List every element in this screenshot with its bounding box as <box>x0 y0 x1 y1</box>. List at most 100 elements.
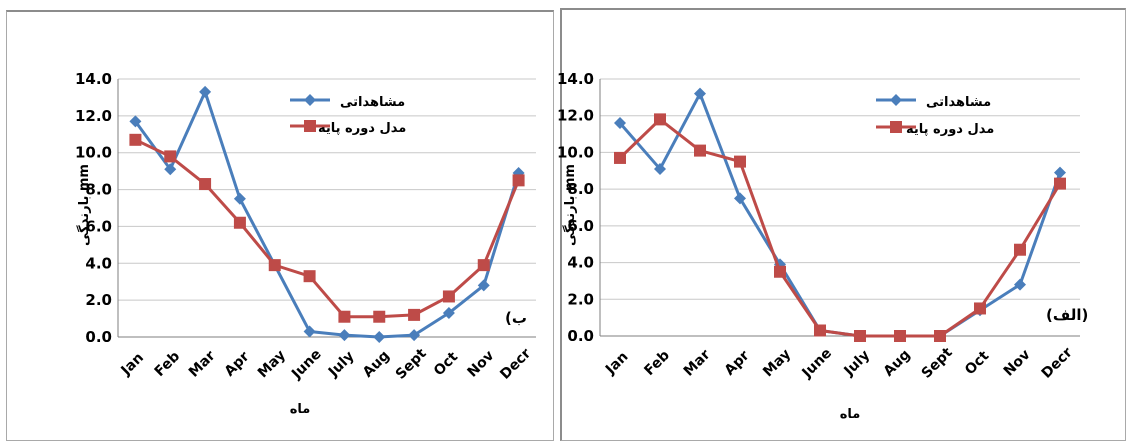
y-axis-label: بارندگی mm <box>76 164 92 246</box>
data-point-model <box>164 150 177 163</box>
data-point-model <box>303 270 316 283</box>
y-tick-label: 6.0 <box>85 217 112 235</box>
x-tick-label: Aug <box>881 347 914 380</box>
legend-marker-observed <box>890 94 902 106</box>
x-tick-label: June <box>288 346 325 383</box>
x-tick-label: Nov <box>464 348 497 381</box>
data-point-model <box>512 174 525 187</box>
y-tick-label: 2.0 <box>85 291 112 309</box>
data-point-model <box>442 290 455 303</box>
x-tick-label: Jan <box>602 349 631 378</box>
x-tick-label: Apr <box>222 349 253 380</box>
data-point-model <box>934 330 946 342</box>
y-tick-label: 14.0 <box>75 70 112 88</box>
data-point-model <box>1014 243 1026 256</box>
x-tick-label: Mar <box>186 348 219 381</box>
y-tick-label: 0.0 <box>567 327 594 345</box>
data-point-observed <box>614 117 626 130</box>
panel-label: (الف) <box>1046 306 1088 324</box>
x-tick-label: Mar <box>681 347 714 380</box>
x-axis-label: ماه <box>290 402 311 417</box>
data-point-model <box>233 216 246 229</box>
y-tick-label: 14.0 <box>557 70 594 88</box>
data-point-observed <box>734 192 746 205</box>
data-point-model <box>814 324 826 337</box>
y-tick-label: 4.0 <box>85 254 112 272</box>
y-tick-label: 8.0 <box>567 180 594 198</box>
y-tick-label: 2.0 <box>567 290 594 308</box>
chart-frame <box>6 10 554 441</box>
data-point-model <box>614 151 626 164</box>
data-point-model <box>408 308 421 321</box>
legend-observed-label: مشاهداتی <box>340 95 405 110</box>
data-point-model <box>734 155 746 168</box>
series-line-model <box>618 117 1062 338</box>
legend-marker-model <box>890 121 902 133</box>
y-tick-label: 12.0 <box>557 107 594 125</box>
data-point-model <box>373 310 386 323</box>
data-point-observed <box>233 192 246 205</box>
chart-panel-b: 0.0 2.0 4.0 6.0 8.0 10.0 12.0 14.0 Jan Feb Mar Apr M… <box>0 0 556 441</box>
data-point-model <box>774 265 786 278</box>
y-tick-label: 8.0 <box>85 181 112 199</box>
data-point-model <box>1054 177 1066 190</box>
data-point-model <box>654 113 666 126</box>
panel-label: (ب <box>505 309 527 327</box>
data-point-observed <box>164 163 177 176</box>
plot-area: 0.0 2.0 4.0 6.0 8.0 10.0 12.0 14.0 Jan Feb Mar Apr M… <box>75 70 536 383</box>
x-tick-label: Aug <box>360 348 393 381</box>
data-point-observed <box>477 279 490 292</box>
x-tick-label: Jan <box>118 350 147 379</box>
data-point-observed <box>199 85 212 98</box>
x-tick-label: July <box>325 348 358 381</box>
x-tick-label: July <box>841 347 874 380</box>
x-tick-label: May <box>760 346 794 380</box>
data-point-model <box>974 302 986 315</box>
data-point-model <box>199 178 212 191</box>
x-tick-label: Apr <box>722 348 753 379</box>
legend-observed-label: مشاهداتی <box>926 95 991 110</box>
legend-model-label: مدل دوره پایه <box>906 122 994 137</box>
data-point-observed <box>654 162 666 175</box>
x-tick-label: Oct <box>431 349 462 380</box>
chart-panel-a: 0.0 2.0 4.0 6.0 8.0 10.0 12.0 14.0 Jan Feb Mar Apr M… <box>557 0 1126 441</box>
data-point-observed <box>303 325 316 338</box>
data-point-observed <box>338 329 351 342</box>
y-tick-label: 10.0 <box>75 144 112 162</box>
legend-marker-model <box>304 120 316 132</box>
data-point-model <box>854 330 866 342</box>
x-tick-label: Decr <box>1039 345 1076 382</box>
data-point-model <box>268 259 281 272</box>
y-tick-label: 6.0 <box>567 217 594 235</box>
data-point-model <box>129 133 142 146</box>
data-point-model <box>338 310 351 323</box>
y-tick-label: 10.0 <box>557 143 594 161</box>
x-tick-label: May <box>255 347 289 381</box>
chart-frame <box>560 8 1126 441</box>
data-point-observed <box>373 331 386 343</box>
legend-marker-observed <box>304 94 316 106</box>
line-chart-a: 0.0 2.0 4.0 6.0 8.0 10.0 12.0 14.0 Jan Feb Mar Apr M… <box>557 70 1088 422</box>
data-point-model <box>477 259 490 272</box>
data-point-observed <box>129 115 142 128</box>
y-axis-label: بارندگی mm <box>562 164 578 246</box>
data-point-observed <box>442 307 455 320</box>
legend-model-label: مدل دوره پایه <box>318 121 406 136</box>
y-tick-label: 0.0 <box>85 328 112 346</box>
data-point-observed <box>1054 166 1066 179</box>
y-tick-label: 12.0 <box>75 107 112 125</box>
data-point-observed <box>408 329 421 342</box>
series-line-model <box>134 138 520 319</box>
data-point-observed <box>1014 278 1026 291</box>
series-line-observed <box>134 90 521 339</box>
data-point-model <box>894 330 906 342</box>
x-tick-label: Feb <box>641 347 672 378</box>
data-point-model <box>694 144 706 157</box>
x-tick-label: Decr <box>497 346 534 383</box>
x-tick-label: Sept <box>919 344 956 381</box>
x-axis-label: ماه <box>840 407 861 422</box>
data-point-observed <box>694 87 706 100</box>
line-chart-b: 0.0 2.0 4.0 6.0 8.0 10.0 12.0 14.0 Jan Feb Mar Apr M… <box>75 70 536 417</box>
x-tick-label: Oct <box>962 348 993 379</box>
x-tick-label: Feb <box>152 348 183 379</box>
